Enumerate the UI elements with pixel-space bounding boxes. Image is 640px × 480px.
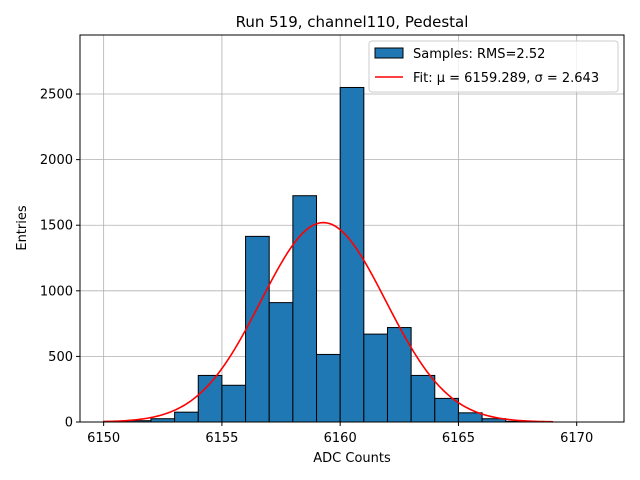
histogram-bar	[363, 333, 388, 423]
y-tick-label: 2000	[40, 153, 73, 168]
histogram-bar	[174, 411, 199, 423]
chart-title: Run 519, channel110, Pedestal	[236, 13, 469, 31]
x-tick-label: 6170	[560, 431, 593, 446]
histogram-bars	[103, 86, 530, 423]
legend-samples-swatch	[374, 47, 404, 59]
gaussian-fit-curve	[103, 221, 554, 423]
plot-frame	[79, 34, 625, 423]
y-axis-ticks: 0 500 1000 1500 2000 2500	[40, 88, 80, 431]
legend-samples-label: Samples: RMS=2.52	[413, 47, 545, 62]
histogram-bar	[434, 397, 459, 423]
x-axis-ticks: 6150 6155 6160 6165 6170	[87, 422, 593, 446]
x-axis-label: ADC Counts	[313, 451, 391, 466]
histogram-bar	[268, 302, 294, 423]
histogram-bar	[245, 235, 270, 423]
histogram-bar	[292, 195, 318, 423]
y-axis-label: Entries	[15, 205, 30, 251]
legend-fit-label: Fit: μ = 6159.289, σ = 2.643	[413, 71, 599, 86]
histogram-bar	[410, 374, 436, 423]
y-tick-label: 1000	[40, 284, 73, 299]
legend: Samples: RMS=2.52 Fit: μ = 6159.289, σ =…	[368, 40, 619, 93]
histogram-bar	[221, 384, 247, 423]
histogram-bar	[316, 353, 341, 423]
x-tick-label: 6155	[205, 431, 238, 446]
legend-box	[368, 40, 619, 93]
y-tick-label: 2500	[40, 88, 73, 103]
y-tick-label: 1500	[40, 219, 73, 234]
x-tick-label: 6150	[87, 431, 120, 446]
x-tick-label: 6160	[324, 431, 357, 446]
x-tick-label: 6165	[442, 431, 475, 446]
y-tick-label: 0	[65, 416, 73, 431]
y-tick-label: 500	[48, 350, 73, 365]
histogram-bar	[457, 412, 483, 423]
